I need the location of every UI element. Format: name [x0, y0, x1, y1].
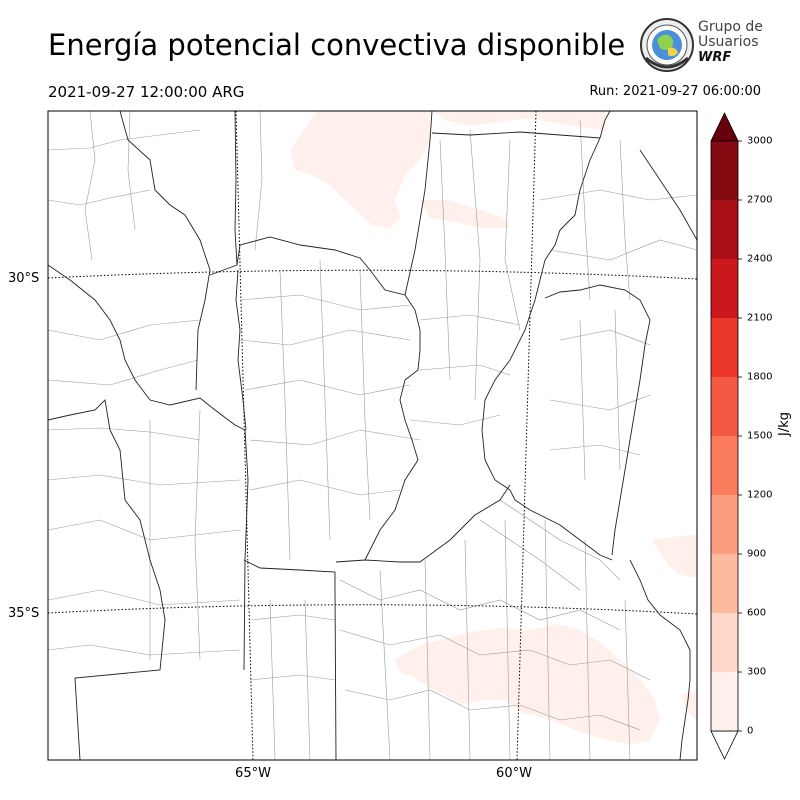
coastline-east	[629, 559, 691, 760]
colorbar-tick-label: 600	[747, 607, 767, 619]
boundary-santiago-santafe	[404, 111, 433, 296]
colorbar-tick-label: 1800	[747, 371, 773, 383]
colorbar-tick-label: 900	[747, 548, 767, 560]
map-frame	[47, 110, 698, 761]
colorbar-level-900	[711, 495, 738, 554]
map-title: Energía potencial convectiva disponible	[48, 28, 626, 62]
colorbar-tick-label: 2400	[747, 253, 773, 265]
cape-area-coast	[680, 690, 697, 720]
cape-area-patch	[420, 200, 510, 228]
boundary-cordoba-north-east	[236, 236, 421, 561]
boundary-santafe-buenosaires	[335, 484, 511, 563]
colorbar-unit: J/kg	[777, 412, 792, 436]
globe-logo-icon	[640, 18, 694, 72]
colorbar-level-1200	[711, 436, 738, 495]
colorbar-level-2700	[711, 141, 738, 200]
colorbar-level-2400	[711, 200, 738, 259]
province-boundaries	[48, 111, 697, 760]
lon-label-60w: 60°W	[496, 766, 532, 781]
boundary-uruguay-north	[639, 149, 697, 241]
boundary-chaco-north	[431, 111, 611, 139]
cape-area-north	[290, 111, 430, 228]
colorbar-level-2100	[711, 259, 738, 318]
boundary-catamarca-santiago	[209, 111, 238, 276]
lon-label-65w: 65°W	[235, 766, 271, 781]
colorbar-level-600	[711, 554, 738, 613]
run-time: Run: 2021-09-27 06:00:00	[589, 84, 761, 99]
boundary-entrerios-east	[544, 284, 651, 556]
boundary-santafe-corrientes	[481, 137, 601, 501]
colorbar-tick-label: 3000	[747, 135, 773, 147]
cape-area-east	[652, 535, 697, 578]
lat-label-35s: 35°S	[8, 606, 40, 621]
wrf-logo: Grupo de Usuarios WRF	[638, 18, 778, 74]
cape-area-northeast	[433, 111, 605, 130]
lat-label-30s: 30°S	[8, 271, 40, 286]
logo-text-line1: Grupo de	[698, 19, 763, 35]
colorbar-level-1800	[711, 318, 738, 377]
boundary-cordoba-west	[235, 269, 247, 431]
boundary-entrerios-south	[514, 499, 613, 561]
colorbar-tick-label: 2100	[747, 312, 773, 324]
colorbar-tick-label: 1500	[747, 430, 773, 442]
cape-shading	[290, 111, 697, 745]
colorbar-level-300	[711, 613, 738, 672]
boundary-sanjuan-mendoza	[48, 399, 166, 760]
boundary-sanjuan-larioja-sanluis	[48, 264, 249, 671]
colorbar-extend-max	[710, 112, 739, 142]
logo-text-line3: WRF	[698, 50, 732, 65]
colorbar	[710, 112, 742, 760]
boundary-cordoba-south	[243, 559, 337, 760]
colorbar-tick-label: 2700	[747, 194, 773, 206]
cape-area-south	[395, 624, 660, 745]
department-boundaries	[48, 111, 697, 760]
valid-time: 2021-09-27 12:00:00 ARG	[48, 83, 245, 101]
colorbar-level-0	[711, 672, 738, 731]
colorbar-tick-label: 1200	[747, 489, 773, 501]
parallel-35s	[48, 604, 697, 615]
logo-text-line2: Usuarios	[698, 34, 759, 50]
colorbar-extend-min	[710, 730, 739, 760]
colorbar-level-1500	[711, 377, 738, 436]
graticule	[48, 111, 697, 760]
parallel-30s	[48, 269, 697, 280]
colorbar-tick-label: 300	[747, 666, 767, 678]
colorbar-tick-label: 0	[747, 725, 754, 737]
boundary-catamarca-larioja	[119, 111, 211, 391]
